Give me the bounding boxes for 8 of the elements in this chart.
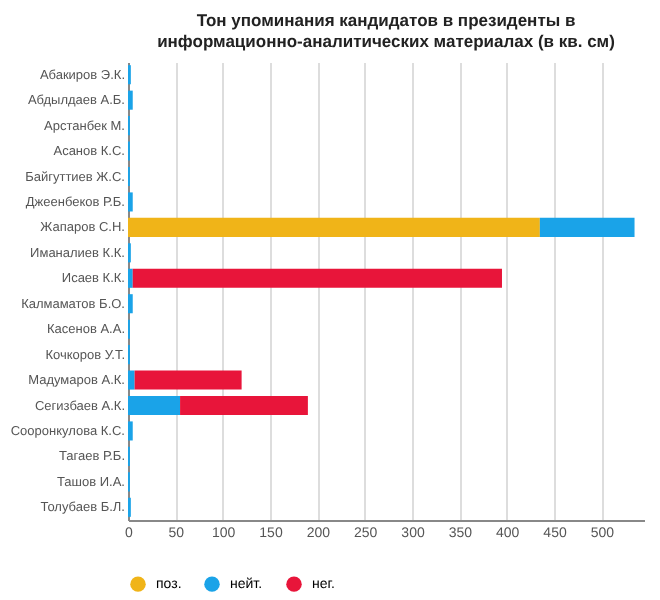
bar [134,370,242,390]
bar [128,370,135,390]
bar [128,217,540,237]
chart-title: Тон упоминания кандидатов в президенты в информационно-аналитических материалах (в кв. см) [157,10,616,51]
bar [180,395,308,416]
bar [128,395,181,416]
bar [539,217,635,237]
bar [132,268,502,288]
